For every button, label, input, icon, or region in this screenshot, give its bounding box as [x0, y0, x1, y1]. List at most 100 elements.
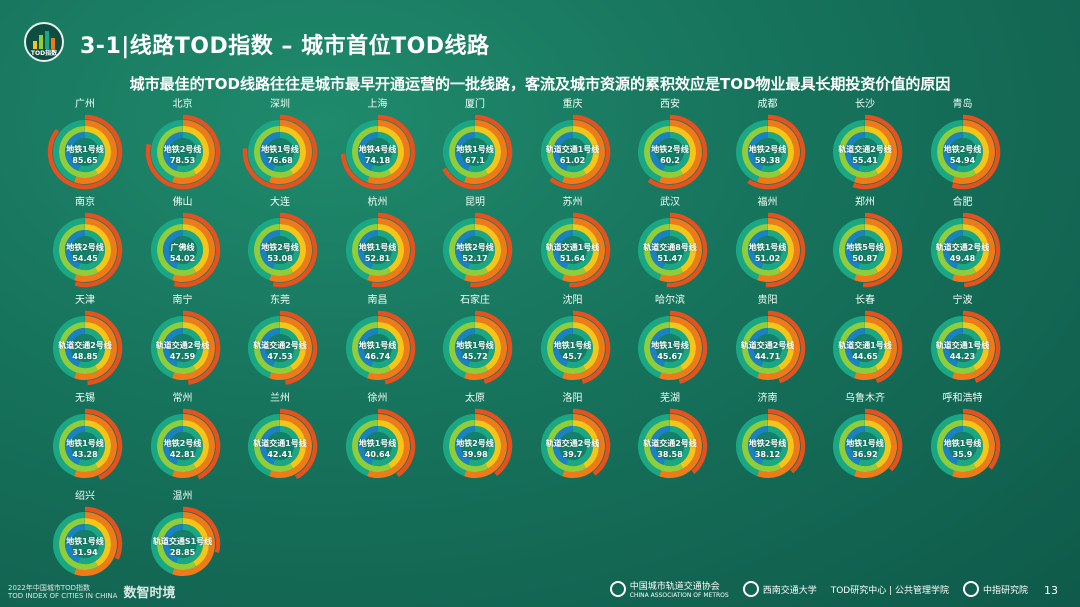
ring-segment — [53, 316, 85, 379]
donut-center — [656, 334, 684, 362]
ring-segment — [345, 316, 378, 379]
city-donut: 太原 地铁2号线 39.98 — [427, 393, 523, 485]
ring-segment — [248, 414, 280, 477]
city-name: 广州 — [75, 99, 95, 110]
city-donut: 长沙 轨道交通2号线 55.41 — [817, 99, 913, 191]
index-value: 76.68 — [267, 156, 293, 165]
index-value: 36.92 — [852, 450, 878, 459]
donut-rings — [150, 212, 220, 288]
ring-segment — [65, 132, 86, 171]
ring-segment — [565, 426, 593, 466]
index-value-arc — [864, 310, 903, 384]
ring-segment — [175, 230, 203, 270]
city-donut: 北京 地铁2号线 78.53 — [135, 99, 231, 191]
ring-segment — [760, 132, 788, 172]
ring-segment — [65, 328, 86, 367]
ring-segment — [663, 230, 690, 270]
ring-segment — [936, 224, 976, 276]
ring-segment — [254, 420, 293, 472]
ring-segment — [53, 414, 85, 477]
donut-center — [753, 138, 782, 166]
ring-segment — [74, 414, 117, 478]
ring-segment — [951, 414, 995, 478]
line-name: 地铁4号线 — [358, 145, 397, 154]
city-donut: 天津 轨道交通2号线 48.85 — [37, 295, 133, 387]
ring-segment — [182, 224, 209, 273]
donut-rings — [540, 114, 610, 190]
ring-segment — [273, 426, 300, 466]
donut-rings — [735, 310, 805, 384]
ring-segment — [53, 218, 85, 281]
donut-rings — [53, 310, 123, 386]
bar-chart-icon — [33, 31, 55, 49]
ring-segment — [962, 322, 989, 371]
index-value: 39.7 — [562, 450, 583, 459]
ring-segment — [930, 218, 963, 281]
donut-rings — [345, 310, 415, 385]
donut-rings — [735, 408, 805, 478]
city-donut: 成都 地铁2号线 59.38 — [720, 99, 816, 191]
donut-rings — [248, 212, 318, 288]
index-value: 59.38 — [754, 156, 781, 165]
index-value-arc — [669, 310, 708, 384]
city-name: 南宁 — [172, 295, 193, 306]
index-value: 47.53 — [267, 352, 293, 361]
index-value-arc — [242, 114, 318, 190]
ring-segment — [84, 518, 111, 567]
ring-segment — [443, 316, 475, 379]
ring-segment — [449, 322, 488, 374]
ring-segment — [78, 524, 105, 564]
index-value-arc — [765, 212, 805, 288]
donut-center — [266, 236, 294, 264]
donut-center — [948, 432, 977, 460]
ring-segment — [370, 328, 398, 368]
city-name: 合肥 — [952, 197, 973, 208]
ring-segment — [955, 132, 983, 172]
ring-segment — [370, 426, 398, 466]
ring-segment — [357, 426, 378, 465]
donut-center — [71, 530, 99, 558]
index-value: 38.12 — [754, 450, 781, 459]
ring-segment — [182, 518, 209, 567]
city-name: 厦门 — [465, 99, 485, 110]
ring-segment — [942, 230, 963, 269]
ring-segment — [669, 420, 696, 469]
ring-segment — [443, 218, 475, 281]
line-name: 轨道交通1号线 — [545, 243, 600, 252]
index-value-arc — [370, 212, 415, 288]
ring-segment — [552, 132, 573, 171]
ring-segment — [669, 224, 696, 273]
ring-segment — [269, 414, 312, 478]
donut-center — [168, 138, 197, 166]
index-value: 54.45 — [72, 254, 98, 263]
city-name: 无锡 — [75, 393, 95, 404]
line-name: 轨道交通2号线 — [58, 341, 112, 350]
line-name: 广佛线 — [170, 243, 195, 252]
city-name: 太原 — [465, 393, 485, 404]
index-value-arc — [84, 408, 123, 480]
index-value: 31.94 — [72, 548, 98, 557]
page-title: 3-1|线路TOD指数 – 城市首位TOD线路 — [80, 34, 490, 59]
donut-rings — [930, 212, 1000, 288]
city-name: 沈阳 — [562, 295, 583, 306]
donut-center — [363, 334, 392, 362]
line-name: 地铁2号线 — [163, 145, 202, 154]
ring-segment — [74, 218, 117, 282]
ring-segment — [53, 120, 85, 183]
donut-center — [363, 432, 392, 460]
ring-segment — [839, 126, 878, 178]
city-donut: 重庆 轨道交通1号线 61.02 — [525, 99, 621, 191]
index-value: 53.08 — [267, 254, 293, 263]
city-name: 东莞 — [270, 295, 290, 306]
ring-segment — [955, 328, 983, 368]
ring-segment — [370, 230, 398, 270]
ring-segment — [858, 132, 885, 172]
donut-center — [656, 432, 684, 460]
line-name: 地铁2号线 — [456, 243, 494, 252]
ring-segment — [366, 316, 410, 380]
ring-segment — [747, 230, 768, 269]
logo-text: TOD指数 — [30, 50, 58, 57]
ring-segment — [951, 218, 995, 282]
line-name: 地铁1号线 — [358, 439, 397, 448]
index-value: 44.23 — [949, 352, 976, 361]
